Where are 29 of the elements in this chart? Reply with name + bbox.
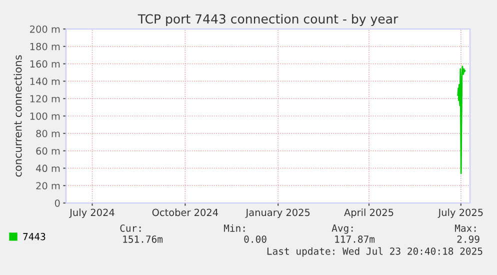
y-tick-label: 160 m — [30, 60, 60, 68]
y-tick-label: 200 m — [30, 25, 60, 33]
chart-title: TCP port 7443 connection count - by year — [138, 14, 398, 26]
line-series — [457, 66, 466, 174]
x-tick-label: October 2024 — [152, 208, 218, 216]
y-tick-label: 40 m — [36, 164, 60, 172]
x-tick-label: January 2025 — [245, 208, 310, 218]
text: Last update: Wed Jul 23 20:40:18 2025 — [267, 247, 482, 257]
text: Min: — [224, 224, 245, 232]
y-axis-title: concurrent connections — [14, 55, 22, 177]
y-tick-label: 100 m — [30, 112, 60, 120]
y-tick-label: 120 m — [30, 95, 60, 102]
text: 0.00 — [244, 235, 266, 243]
text: Avg: — [332, 224, 353, 234]
y-tick-label: 60 m — [36, 147, 60, 155]
y-tick-label: 0 — [54, 199, 60, 207]
text: Cur: — [120, 224, 141, 232]
legend-label: 7443 — [23, 232, 46, 240]
x-tick-label: July 2024 — [69, 208, 114, 218]
y-tick-label: 180 m — [30, 42, 60, 50]
y-tick-label: 140 m — [30, 78, 60, 86]
text: 151.76m — [123, 235, 163, 243]
y-tick-label: 80 m — [36, 130, 60, 138]
text: 117.87m — [335, 235, 375, 243]
x-tick-label: July 2025 — [438, 208, 483, 218]
text: 2.99 — [457, 235, 480, 243]
x-tick-label: April 2025 — [344, 208, 394, 218]
y-tick-label: 20 m — [36, 182, 60, 190]
text: Max: — [454, 224, 476, 232]
